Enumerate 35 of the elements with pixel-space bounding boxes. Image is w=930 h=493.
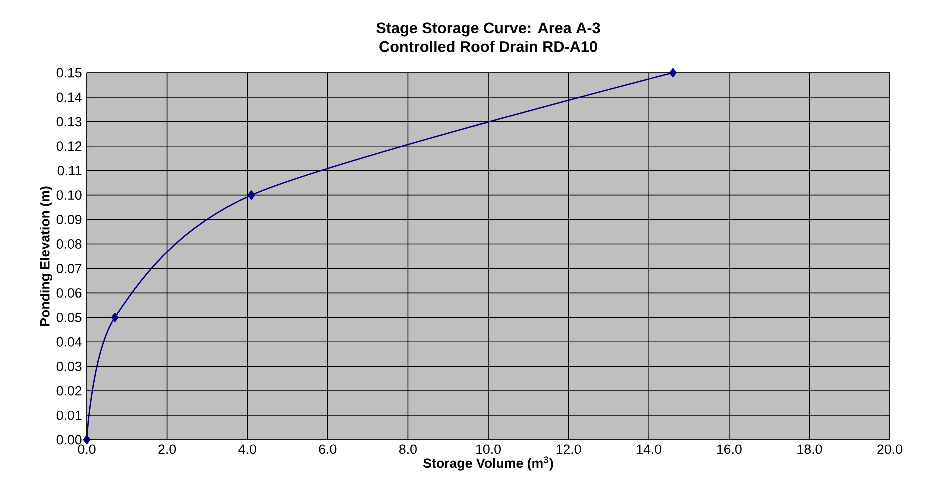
y-tick-label: 0.03 [56, 362, 82, 372]
chart-subtitle: Controlled Roof Drain RD-A10 [380, 41, 598, 52]
y-tick-label: 0.12 [56, 142, 82, 152]
point [111, 312, 119, 322]
y-tick-label: 0.02 [56, 386, 82, 396]
x-tick-label: 2.0 [158, 444, 176, 454]
y-tick-label: 0.00 [56, 435, 82, 445]
y-tick-label: 0.15 [56, 68, 82, 78]
x-tick-label: 4.0 [238, 444, 256, 454]
x-tick-label: 14.0 [637, 444, 662, 454]
y-tick-label: 0.10 [56, 190, 82, 200]
y-tick-label: 0.04 [56, 337, 82, 347]
x-tick-label: 8.0 [400, 444, 417, 454]
x-tick-label: 16.0 [717, 444, 742, 454]
x-tick-label: 18.0 [798, 444, 822, 454]
y-axis-title: Ponding Elevation (m) [40, 186, 53, 326]
y-tick-label: 0.13 [56, 117, 82, 127]
y-tick-label: 0.05 [56, 312, 82, 322]
x-axis-title: Storage Volume (m$^{3}$) [423, 456, 554, 471]
chart-title: Stage Storage Curve: Area A-3 [376, 22, 600, 37]
point [248, 190, 256, 200]
y-tick-label: 0.09 [56, 215, 82, 225]
x-tick-label: 6.0 [319, 444, 337, 454]
point [670, 68, 677, 78]
y-tick-label: 0.01 [56, 410, 82, 420]
y-tick-label: 0.14 [56, 92, 82, 102]
x-tick-label: 10.0 [476, 444, 501, 454]
y-tick-label: 0.08 [56, 240, 82, 249]
x-tick-label: 0.0 [78, 444, 96, 454]
y-tick-label: 0.06 [56, 288, 82, 298]
y-tick-label: 0.07 [56, 264, 82, 274]
y-tick-label: 0.11 [58, 166, 82, 176]
x-tick-label: 12.0 [556, 444, 582, 454]
point [83, 435, 91, 445]
x-tick-label: 20.0 [878, 444, 902, 454]
